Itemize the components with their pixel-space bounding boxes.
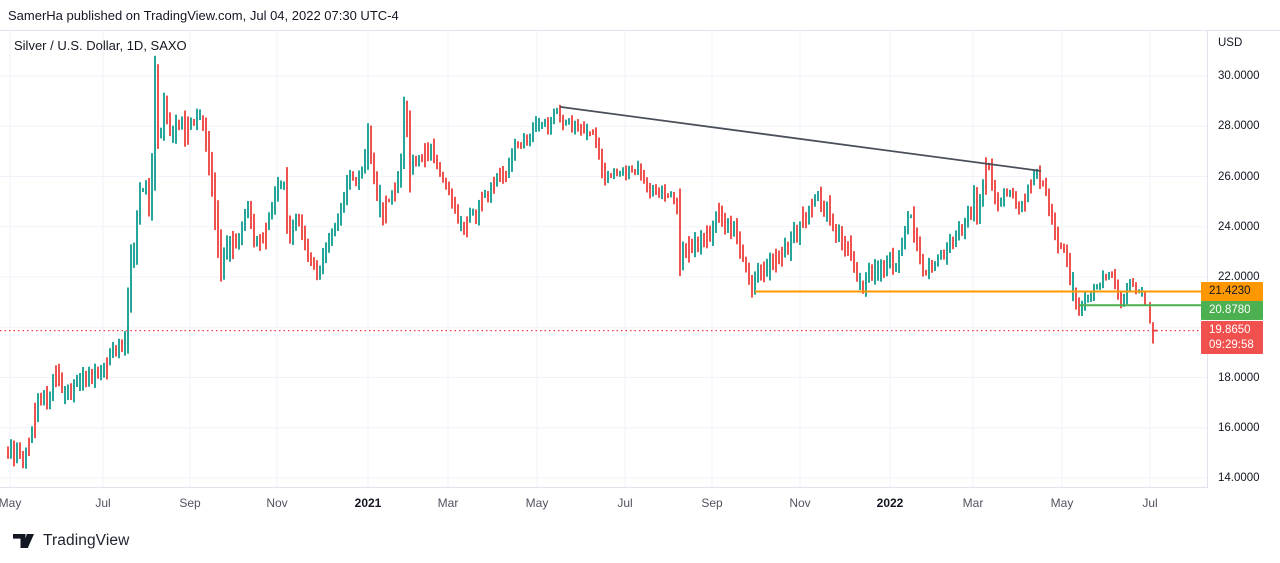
price-tick-label: 26.0000 bbox=[1218, 170, 1260, 183]
header: SamerHa published on TradingView.com, Ju… bbox=[0, 0, 1280, 30]
time-axis[interactable]: May Jul Sep Nov 2021 Mar May Jul Sep Nov 2022 Mar Ma… bbox=[0, 488, 1208, 519]
time-tick-label: May bbox=[525, 496, 549, 510]
chart-row: Silver / U.S. Dollar, 1D, SAXO USD 21.42… bbox=[0, 30, 1280, 519]
time-tick-label: May bbox=[1050, 496, 1074, 510]
footer: TradingView bbox=[0, 518, 1280, 563]
time-tick-label: Jul bbox=[617, 496, 633, 510]
published-line: SamerHa published on TradingView.com, Ju… bbox=[8, 7, 399, 23]
price-pane[interactable]: Silver / U.S. Dollar, 1D, SAXO bbox=[0, 31, 1208, 488]
time-tick-label: Mar bbox=[962, 496, 984, 510]
price-tick-label: 16.0000 bbox=[1218, 421, 1260, 434]
price-tick-label: 14.0000 bbox=[1218, 472, 1260, 484]
time-tick-label: Nov bbox=[789, 496, 811, 510]
alert-level-badge-orange: 21.4230 bbox=[1201, 282, 1263, 301]
price-tick-label: 22.0000 bbox=[1218, 271, 1260, 283]
time-tick-label: Jul bbox=[95, 496, 111, 510]
currency-label: USD bbox=[1218, 37, 1243, 49]
price-tick-label: 28.0000 bbox=[1218, 120, 1260, 133]
last-price-value: 19.8650 bbox=[1209, 324, 1251, 336]
time-tick-label: Jul bbox=[1142, 496, 1158, 510]
price-chart bbox=[0, 31, 1207, 487]
price-tick-label: 18.0000 bbox=[1218, 371, 1260, 384]
time-tick-label: Nov bbox=[266, 496, 288, 510]
time-tick-label: May bbox=[0, 496, 22, 510]
tradingview-wordmark[interactable]: TradingView bbox=[43, 531, 130, 549]
time-tick-label: Sep bbox=[179, 496, 201, 510]
price-bars bbox=[7, 55, 1157, 469]
price-axis[interactable]: USD 21.4230 20.8780 19.8650 09:29:58 30.… bbox=[1201, 31, 1280, 519]
time-tick-label: Mar bbox=[437, 496, 459, 510]
last-price-badge: 19.8650 09:29:58 bbox=[1201, 321, 1263, 354]
price-tick-label: 30.0000 bbox=[1218, 70, 1260, 82]
alert-level-badge-green: 20.8780 bbox=[1201, 301, 1263, 320]
time-tick-label: Sep bbox=[701, 496, 723, 510]
bar-countdown: 09:29:58 bbox=[1209, 339, 1254, 351]
grid bbox=[0, 31, 1207, 487]
alert-level-value-orange: 21.4230 bbox=[1209, 285, 1251, 297]
alert-level-value-green: 20.8780 bbox=[1209, 304, 1251, 316]
symbol-title: Silver / U.S. Dollar, 1D, SAXO bbox=[14, 38, 187, 53]
price-tick-label: 24.0000 bbox=[1218, 220, 1260, 233]
trendline bbox=[559, 106, 1042, 172]
time-tick-label: 2021 bbox=[354, 496, 382, 510]
tradingview-logo-icon[interactable] bbox=[13, 533, 35, 549]
time-tick-label: 2022 bbox=[876, 496, 904, 510]
